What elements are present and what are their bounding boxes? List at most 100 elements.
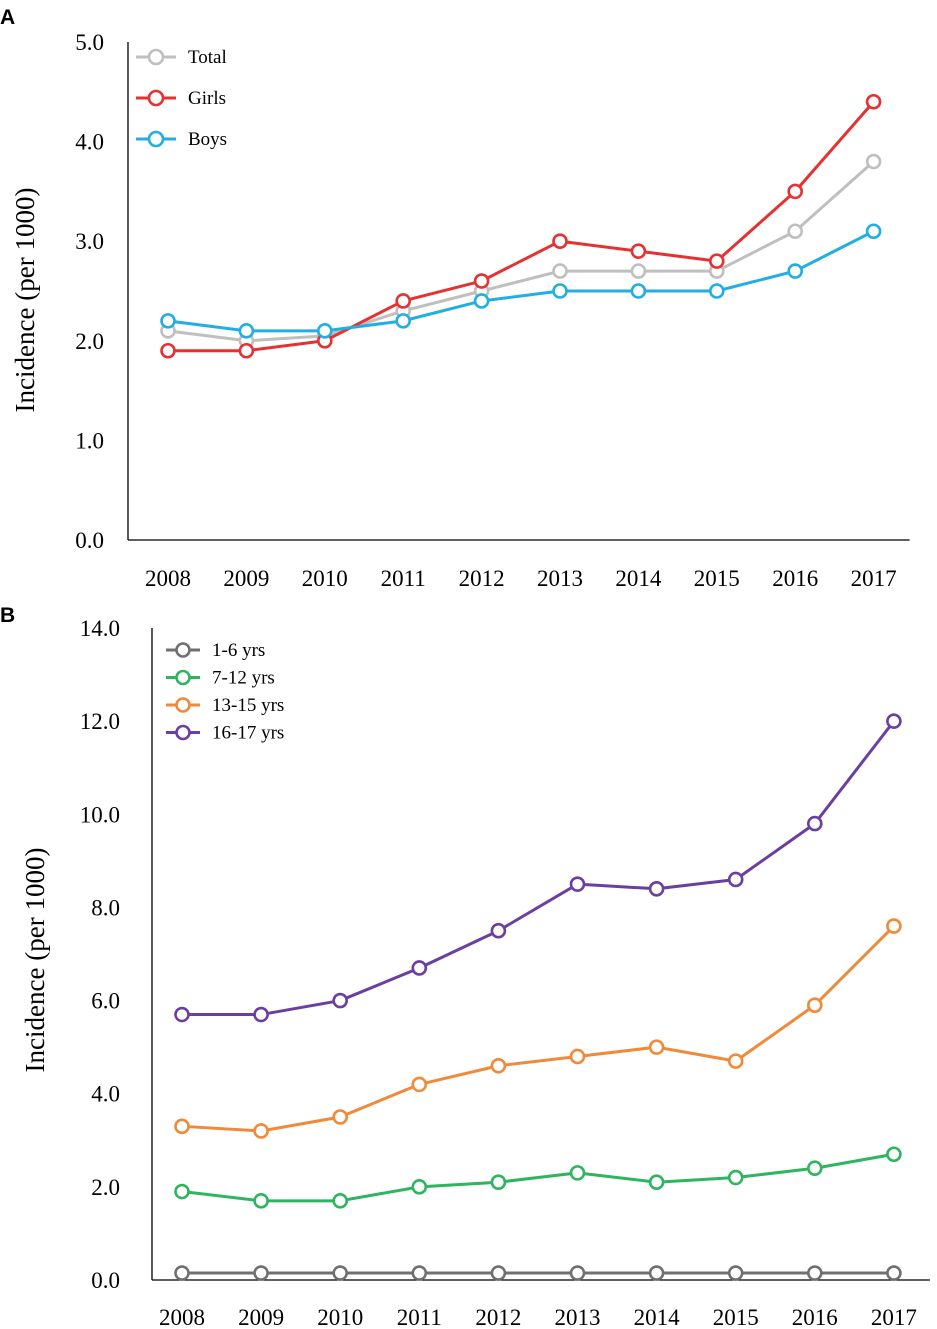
data-point [253,1265,269,1281]
y-tick-label: 1.0 [75,428,104,453]
series-line-16-17-yrs [182,720,896,1017]
legend-swatch-marker [147,130,165,148]
y-tick-label: 2.0 [75,329,104,354]
data-point [569,1265,586,1281]
data-point [174,1006,190,1023]
data-point [174,1183,190,1200]
legend-swatch-marker [175,642,191,658]
data-point [648,880,665,897]
legend-label: 16-17 yrs [212,723,284,744]
data-point [630,243,647,259]
y-tick-label: 2.0 [91,1175,120,1200]
x-tick-label: 2011 [381,566,426,591]
data-point [630,263,647,279]
panel-b-chart: 0.0 2.0 4.0 6.0 8.0 10.0 12.0 14.0 2008 2009 2010 2… [20,616,930,1329]
legend-label: 7-12 yrs [212,668,275,689]
panel-a-letter: A [0,6,15,29]
data-point [552,263,568,279]
series-line-boys [167,229,875,333]
y-axis-label: Incidence (per 1000) [10,188,40,413]
x-tick-label: 2010 [317,1305,363,1329]
data-point [886,1265,902,1281]
x-tick-label: 2010 [302,566,348,591]
data-point [708,283,725,299]
x-tick-label: 2016 [772,566,818,591]
data-point [160,342,176,359]
data-point [648,1039,665,1055]
x-tick-label: 2012 [459,566,505,591]
data-point [174,1118,190,1135]
legend-swatch-marker [175,697,191,713]
x-tick-label: 2017 [871,1305,917,1329]
data-point [160,313,176,329]
data-point [886,1146,902,1163]
y-axis-label: Incidence (per 1000) [20,848,50,1073]
data-point [727,1053,744,1069]
panel-b-letter: B [0,604,15,627]
y-tick-label: 14.0 [80,616,120,641]
legend-label: 1-6 yrs [212,640,265,661]
y-tick-label: 10.0 [80,802,120,827]
x-tick-label: 2013 [537,566,583,591]
data-point [787,183,804,200]
x-tick-label: 2014 [634,1305,681,1329]
data-point [865,93,882,110]
data-point [552,283,568,299]
data-point [411,960,428,976]
x-tick-label: 2016 [792,1305,838,1329]
data-point [806,1265,823,1281]
y-tick-label: 8.0 [91,895,120,920]
y-tick-label: 0.0 [75,528,104,553]
data-point [395,293,412,309]
x-tick-label: 2012 [475,1305,521,1329]
legend-label: Girls [188,88,226,109]
data-point [332,1109,349,1125]
x-tick-label: 2015 [694,566,740,591]
x-tick-label: 2014 [615,566,662,591]
data-point [865,223,882,240]
data-point [569,1048,586,1065]
data-point [787,223,804,240]
data-point [473,273,490,289]
data-point [490,1265,507,1281]
data-point [569,1165,586,1181]
data-point [648,1174,665,1190]
data-point [332,1265,349,1281]
series-line-girls [168,100,875,353]
legend-label: Boys [188,129,227,150]
data-point [865,153,882,170]
legend-swatch-marker [175,724,191,741]
data-point [806,815,823,832]
data-point [332,992,349,1009]
data-point [630,283,647,299]
data-point [174,1265,190,1281]
legend-swatch-marker [147,89,165,107]
x-tick-label: 2008 [159,1305,205,1329]
data-point [727,871,744,888]
series-line-7-12-yrs [181,1152,895,1203]
data-point [395,313,412,329]
y-tick-label: 6.0 [91,989,120,1014]
x-tick-label: 2013 [555,1305,601,1329]
data-point [708,253,725,269]
data-point [238,342,255,359]
y-tick-label: 0.0 [91,1268,120,1293]
data-point [552,233,568,249]
data-point [490,1174,507,1190]
data-point [411,1179,428,1195]
data-point [727,1169,744,1186]
x-tick-label: 2017 [851,566,897,591]
series-line-total [167,160,875,343]
data-point [727,1265,744,1281]
y-tick-label: 12.0 [80,709,120,734]
y-tick-label: 4.0 [91,1082,120,1107]
data-point [332,1193,349,1209]
series-line-13-15-yrs [181,924,895,1133]
legend-label: 13-15 yrs [212,695,284,716]
legend-swatch-marker [175,669,191,686]
legend-swatch-marker [147,48,165,66]
data-point [648,1265,665,1281]
data-point [806,997,823,1014]
data-point [569,876,586,892]
data-point [490,922,507,939]
